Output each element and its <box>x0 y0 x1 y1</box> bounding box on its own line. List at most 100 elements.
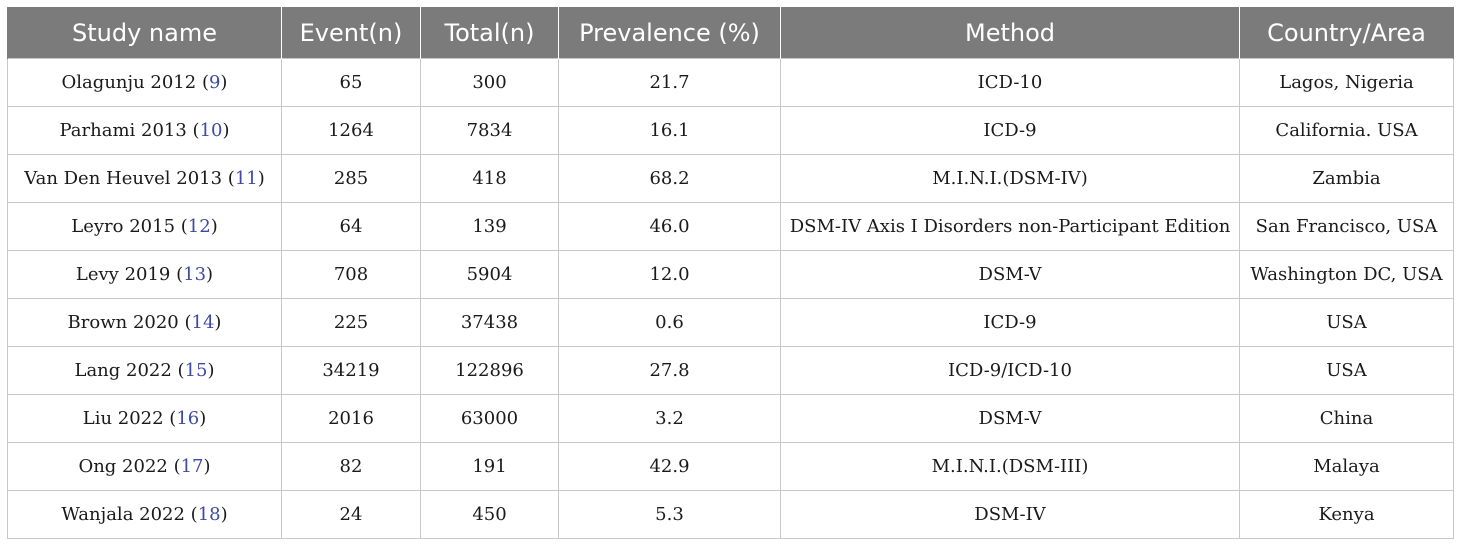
study-name-text: Wanjala 2022 <box>61 504 185 525</box>
cell-event: 1264 <box>281 106 421 155</box>
cell-event: 24 <box>281 490 421 539</box>
header-total: Total(n) <box>420 7 559 59</box>
reference-link[interactable]: 11 <box>234 168 258 189</box>
cell-country: Zambia <box>1239 154 1454 203</box>
table-row: Brown 2020 (14) 225 37438 0.6 ICD-9 USA <box>7 298 1454 347</box>
cell-study-name: Brown 2020 (14) <box>7 298 282 347</box>
cell-prevalence: 12.0 <box>558 250 781 299</box>
cell-prevalence: 42.9 <box>558 442 781 491</box>
study-name-text: Parhami 2013 <box>59 120 187 141</box>
cell-study-name: Parhami 2013 (10) <box>7 106 282 155</box>
cell-total: 7834 <box>420 106 559 155</box>
header-study-name: Study name <box>7 7 282 59</box>
cell-country: Lagos, Nigeria <box>1239 58 1454 107</box>
cell-method: M.I.N.I.(DSM-III) <box>780 442 1240 491</box>
cell-event: 65 <box>281 58 421 107</box>
cell-total: 5904 <box>420 250 559 299</box>
cell-total: 122896 <box>420 346 559 395</box>
cell-country: Washington DC, USA <box>1239 250 1454 299</box>
table-row: Leyro 2015 (12) 64 139 46.0 DSM-IV Axis I Di… <box>7 202 1454 251</box>
cell-total: 139 <box>420 202 559 251</box>
reference-link[interactable]: 13 <box>183 264 207 285</box>
cell-prevalence: 21.7 <box>558 58 781 107</box>
cell-method: ICD-10 <box>780 58 1240 107</box>
study-table-container: Study name Event(n) Total(n) Prevalence … <box>7 7 1454 539</box>
table-row: Van Den Heuvel 2013 (11) 285 418 68.2 M.I.N.… <box>7 154 1454 203</box>
cell-event: 34219 <box>281 346 421 395</box>
cell-method: M.I.N.I.(DSM-IV) <box>780 154 1240 203</box>
cell-study-name: Wanjala 2022 (18) <box>7 490 282 539</box>
cell-event: 82 <box>281 442 421 491</box>
cell-prevalence: 3.2 <box>558 394 781 443</box>
table-row: Ong 2022 (17) 82 191 42.9 M.I.N.I.(DSM-III) M… <box>7 442 1454 491</box>
cell-study-name: Olagunju 2012 (9) <box>7 58 282 107</box>
table-row: Lang 2022 (15) 34219 122896 27.8 ICD-9/ICD-1… <box>7 346 1454 395</box>
study-name-text: Liu 2022 <box>82 408 164 429</box>
table-body: Olagunju 2012 (9) 65 300 21.7 ICD-10 Lagos, N… <box>7 58 1454 539</box>
cell-total: 450 <box>420 490 559 539</box>
study-name-text: Lang 2022 <box>74 360 172 381</box>
cell-total: 37438 <box>420 298 559 347</box>
cell-country: USA <box>1239 298 1454 347</box>
cell-prevalence: 46.0 <box>558 202 781 251</box>
table-row: Liu 2022 (16) 2016 63000 3.2 DSM-V China <box>7 394 1454 443</box>
header-country: Country/Area <box>1239 7 1454 59</box>
cell-method: DSM-V <box>780 250 1240 299</box>
cell-study-name: Van Den Heuvel 2013 (11) <box>7 154 282 203</box>
header-method: Method <box>780 7 1240 59</box>
cell-study-name: Levy 2019 (13) <box>7 250 282 299</box>
cell-total: 418 <box>420 154 559 203</box>
table-row: Parhami 2013 (10) 1264 7834 16.1 ICD-9 Califo… <box>7 106 1454 155</box>
reference-link[interactable]: 10 <box>199 120 223 141</box>
table-row: Wanjala 2022 (18) 24 450 5.3 DSM-IV Kenya <box>7 490 1454 539</box>
cell-country: China <box>1239 394 1454 443</box>
study-name-text: Brown 2020 <box>67 312 179 333</box>
reference-link[interactable]: 16 <box>176 408 200 429</box>
cell-country: California. USA <box>1239 106 1454 155</box>
cell-country: Malaya <box>1239 442 1454 491</box>
header-prevalence: Prevalence (%) <box>558 7 781 59</box>
cell-method: ICD-9 <box>780 298 1240 347</box>
cell-method: DSM-IV <box>780 490 1240 539</box>
cell-prevalence: 27.8 <box>558 346 781 395</box>
cell-event: 285 <box>281 154 421 203</box>
cell-study-name: Liu 2022 (16) <box>7 394 282 443</box>
study-name-text: Van Den Heuvel 2013 <box>24 168 223 189</box>
cell-method: ICD-9/ICD-10 <box>780 346 1240 395</box>
table-row: Levy 2019 (13) 708 5904 12.0 DSM-V Washington… <box>7 250 1454 299</box>
cell-prevalence: 16.1 <box>558 106 781 155</box>
cell-country: USA <box>1239 346 1454 395</box>
study-name-text: Olagunju 2012 <box>61 72 197 93</box>
reference-link[interactable]: 18 <box>197 504 221 525</box>
cell-event: 2016 <box>281 394 421 443</box>
cell-method: DSM-V <box>780 394 1240 443</box>
cell-event: 64 <box>281 202 421 251</box>
table-row: Olagunju 2012 (9) 65 300 21.7 ICD-10 Lagos, N… <box>7 58 1454 107</box>
cell-prevalence: 68.2 <box>558 154 781 203</box>
cell-method: ICD-9 <box>780 106 1240 155</box>
study-name-text: Leyro 2015 <box>71 216 176 237</box>
study-name-text: Levy 2019 <box>75 264 171 285</box>
reference-link[interactable]: 17 <box>180 456 204 477</box>
cell-prevalence: 5.3 <box>558 490 781 539</box>
cell-method: DSM-IV Axis I Disorders non-Participant … <box>780 202 1240 251</box>
reference-link[interactable]: 12 <box>187 216 211 237</box>
cell-event: 708 <box>281 250 421 299</box>
cell-total: 300 <box>420 58 559 107</box>
reference-link[interactable]: 9 <box>208 72 221 93</box>
cell-study-name: Lang 2022 (15) <box>7 346 282 395</box>
cell-prevalence: 0.6 <box>558 298 781 347</box>
cell-country: Kenya <box>1239 490 1454 539</box>
reference-link[interactable]: 14 <box>191 312 215 333</box>
cell-country: San Francisco, USA <box>1239 202 1454 251</box>
study-name-text: Ong 2022 <box>78 456 168 477</box>
study-table: Study name Event(n) Total(n) Prevalence … <box>7 7 1454 539</box>
cell-total: 63000 <box>420 394 559 443</box>
table-header-row: Study name Event(n) Total(n) Prevalence … <box>7 7 1454 59</box>
header-event: Event(n) <box>281 7 421 59</box>
cell-study-name: Leyro 2015 (12) <box>7 202 282 251</box>
cell-study-name: Ong 2022 (17) <box>7 442 282 491</box>
cell-event: 225 <box>281 298 421 347</box>
cell-total: 191 <box>420 442 559 491</box>
reference-link[interactable]: 15 <box>184 360 208 381</box>
